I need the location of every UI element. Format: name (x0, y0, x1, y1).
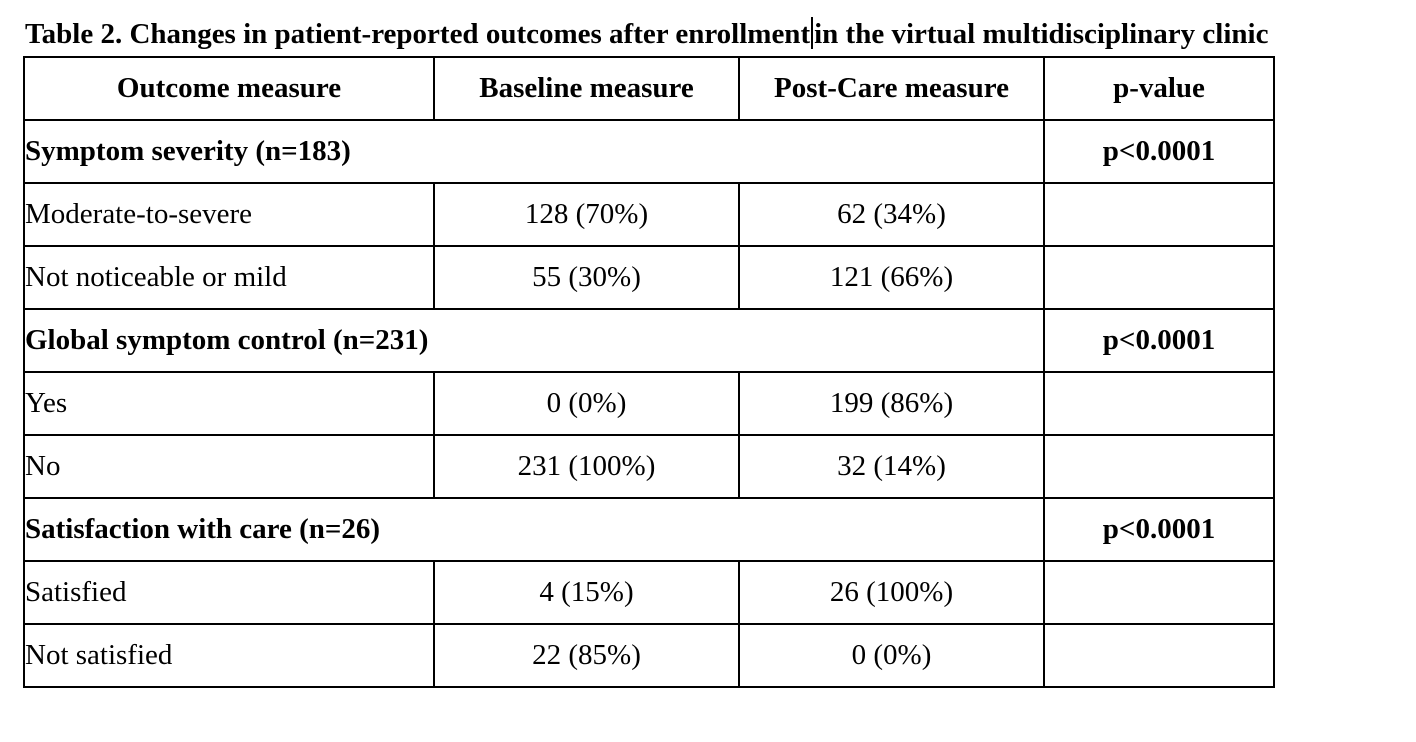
post-care-value: 32 (14%) (738, 434, 1045, 499)
post-care-value: 26 (100%) (738, 560, 1045, 625)
baseline-value: 22 (85%) (433, 623, 740, 688)
table-row: Not satisfied 22 (85%) 0 (0%) (23, 623, 1275, 688)
row-label: Yes (23, 371, 435, 436)
group-p-value: p<0.0001 (1043, 497, 1275, 562)
table-row: No 231 (100%) 32 (14%) (23, 434, 1275, 499)
table-row: Satisfied 4 (15%) 26 (100%) (23, 560, 1275, 625)
baseline-value: 0 (0%) (433, 371, 740, 436)
text-cursor (811, 17, 814, 49)
group-row-global-symptom-control: Global symptom control (n=231) p<0.0001 (23, 308, 1275, 373)
empty-cell (1043, 434, 1275, 499)
header-post-care-measure: Post-Care measure (738, 56, 1045, 121)
post-care-value: 0 (0%) (738, 623, 1045, 688)
row-label: Not noticeable or mild (23, 245, 435, 310)
row-label: Not satisfied (23, 623, 435, 688)
table-header-row: Outcome measure Baseline measure Post-Ca… (23, 56, 1275, 121)
post-care-value: 121 (66%) (738, 245, 1045, 310)
group-row-symptom-severity: Symptom severity (n=183) p<0.0001 (23, 119, 1275, 184)
row-label: Satisfied (23, 560, 435, 625)
empty-cell (1043, 623, 1275, 688)
outcomes-table: Outcome measure Baseline measure Post-Ca… (23, 56, 1275, 688)
group-p-value: p<0.0001 (1043, 119, 1275, 184)
group-label: Satisfaction with care (n=26) (23, 497, 1045, 562)
baseline-value: 231 (100%) (433, 434, 740, 499)
group-p-value: p<0.0001 (1043, 308, 1275, 373)
header-baseline-measure: Baseline measure (433, 56, 740, 121)
row-label: Moderate-to-severe (23, 182, 435, 247)
header-p-value: p-value (1043, 56, 1275, 121)
caption-text-start: Table 2. Changes in patient-reported out… (25, 18, 811, 50)
group-label: Global symptom control (n=231) (23, 308, 1045, 373)
table-row: Moderate-to-severe 128 (70%) 62 (34%) (23, 182, 1275, 247)
empty-cell (1043, 560, 1275, 625)
post-care-value: 199 (86%) (738, 371, 1045, 436)
group-row-satisfaction-with-care: Satisfaction with care (n=26) p<0.0001 (23, 497, 1275, 562)
table-row: Yes 0 (0%) 199 (86%) (23, 371, 1275, 436)
group-label: Symptom severity (n=183) (23, 119, 1045, 184)
baseline-value: 55 (30%) (433, 245, 740, 310)
baseline-value: 4 (15%) (433, 560, 740, 625)
table-caption: Table 2. Changes in patient-reported out… (25, 16, 1268, 52)
table-row: Not noticeable or mild 55 (30%) 121 (66%… (23, 245, 1275, 310)
header-outcome-measure: Outcome measure (23, 56, 435, 121)
post-care-value: 62 (34%) (738, 182, 1045, 247)
empty-cell (1043, 245, 1275, 310)
empty-cell (1043, 371, 1275, 436)
row-label: No (23, 434, 435, 499)
empty-cell (1043, 182, 1275, 247)
baseline-value: 128 (70%) (433, 182, 740, 247)
caption-text-end: in the virtual multidisciplinary clinic (814, 18, 1269, 50)
